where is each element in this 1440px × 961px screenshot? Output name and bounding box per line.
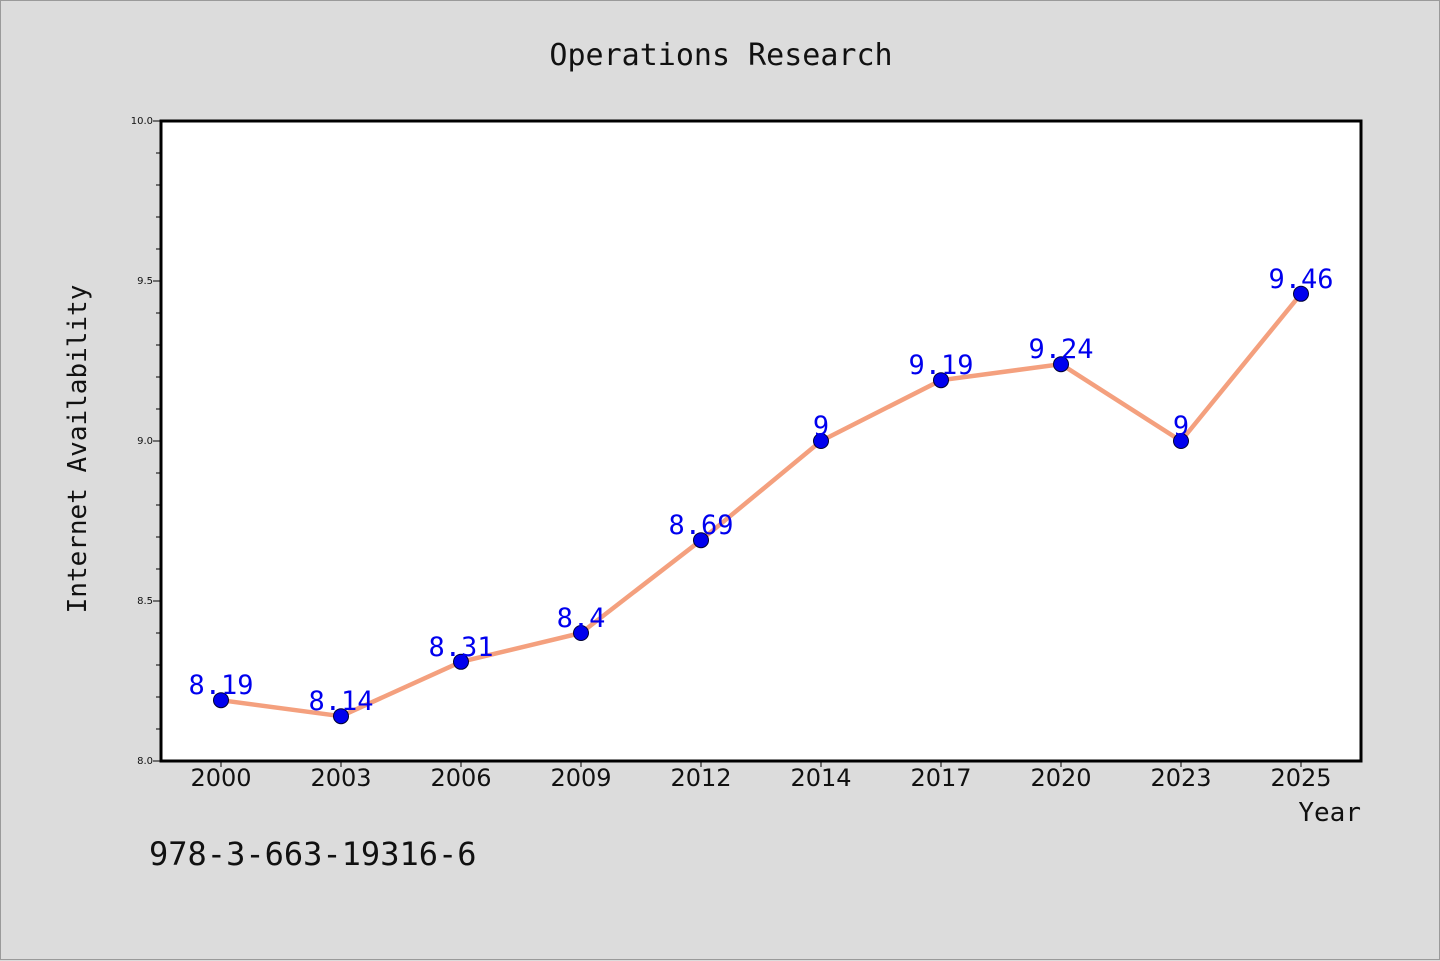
x-tick-label: 2003	[310, 764, 371, 792]
x-tick-label: 2014	[790, 764, 851, 792]
x-tick-label: 2009	[550, 764, 611, 792]
data-label: 8.4	[557, 603, 606, 634]
y-axis-ticks: 8.0 8.5 9.0 9.5 10.0	[131, 116, 161, 767]
y-tick-label: 10.0	[131, 116, 153, 127]
data-label: 9	[813, 411, 829, 442]
x-axis-ticks: 2000 2003 2006 2009 2012 2014 2017 2020 2023 2025	[190, 761, 1332, 792]
x-axis-label: Year	[1298, 798, 1361, 828]
data-point	[693, 532, 709, 549]
y-tick-label: 9.5	[137, 276, 153, 287]
data-label: 9.24	[1028, 334, 1093, 365]
x-tick-label: 2017	[910, 764, 971, 792]
y-tick-label: 8.5	[137, 596, 153, 607]
data-label: 9	[1173, 411, 1189, 442]
x-tick-label: 2020	[1030, 764, 1091, 792]
y-tick-label: 9.0	[137, 436, 153, 447]
y-tick-label: 8.0	[137, 756, 153, 767]
x-tick-label: 2012	[670, 764, 731, 792]
series-line	[218, 291, 1304, 719]
footer-text: 978-3-663-19316-6	[149, 835, 477, 873]
data-point	[1293, 285, 1309, 302]
data-point	[1053, 356, 1069, 373]
plot-area	[159, 119, 1363, 763]
data-label: 9.19	[908, 350, 973, 381]
y-axis-label: Internet Availability	[63, 285, 93, 614]
data-point	[1173, 433, 1189, 449]
x-tick-label: 2025	[1270, 764, 1331, 792]
data-label: 9.46	[1268, 264, 1333, 295]
x-tick-label: 2000	[190, 764, 251, 792]
x-tick-label: 2023	[1150, 764, 1211, 792]
data-label: 8.31	[428, 632, 493, 663]
chart-title: Operations Research	[549, 38, 892, 73]
data-point	[573, 625, 589, 641]
data-point	[333, 708, 349, 725]
data-point	[213, 692, 229, 709]
x-tick-label: 2006	[430, 764, 491, 792]
series-layer: 8.19 8.14 8.31 8.4 8.69 9 9.19 9.24 9 9.46	[188, 264, 1334, 725]
data-label: 8.19	[188, 670, 253, 701]
data-point	[813, 433, 829, 449]
data-label: 8.69	[668, 510, 733, 541]
data-point	[453, 653, 469, 670]
data-point	[933, 372, 949, 389]
data-label: 8.14	[308, 686, 373, 717]
